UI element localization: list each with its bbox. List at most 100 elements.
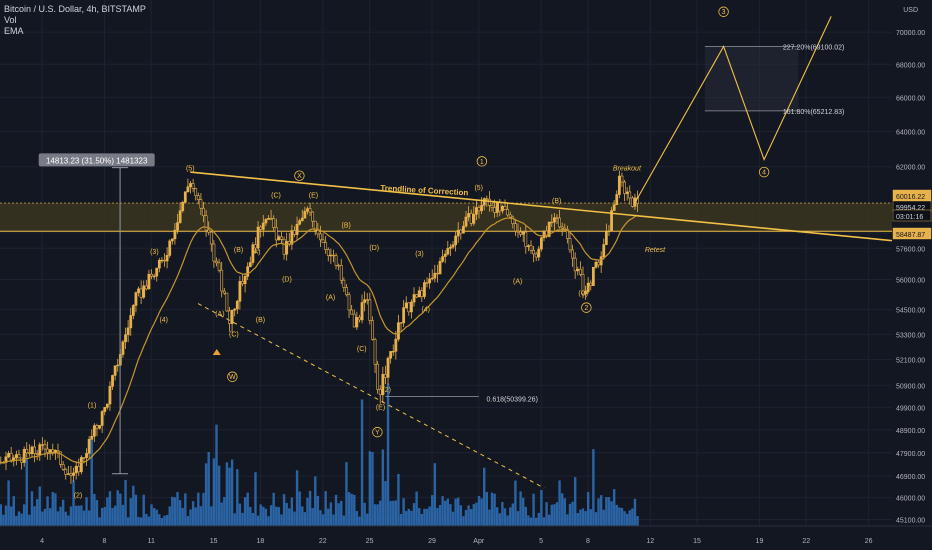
candle-body [617, 175, 621, 195]
volume-bar [371, 451, 374, 526]
vol-indicator-label[interactable]: Vol [4, 15, 17, 25]
candle-body [43, 444, 47, 450]
volume-bar [324, 491, 327, 526]
candle-body [134, 292, 138, 306]
wave-label: (D) [369, 245, 379, 252]
candle-body [475, 207, 478, 215]
candle-body [272, 218, 276, 228]
candle-body [524, 231, 528, 247]
time-axis-tick: Apr [473, 538, 485, 545]
volume-bar [368, 451, 372, 526]
volume-bar [241, 512, 244, 526]
ema-indicator-label[interactable]: EMA [4, 26, 24, 36]
volume-bar [277, 507, 281, 526]
circled-wave-label: 1 [480, 159, 484, 166]
candle-body [212, 243, 216, 262]
candle-body [482, 198, 486, 206]
volume-bar [464, 510, 468, 526]
candle-body [571, 249, 574, 259]
volume-bar [12, 496, 15, 526]
candle-body [506, 209, 509, 216]
candle-body [438, 261, 442, 275]
volume-bar [605, 496, 608, 526]
volume-bar [116, 490, 119, 526]
candle-body [337, 264, 341, 267]
candle-body [207, 229, 211, 233]
volume-bar [563, 498, 566, 526]
candle-body [77, 465, 81, 473]
candle-body [485, 198, 489, 200]
candle-body [586, 282, 590, 292]
candle-body [27, 452, 31, 455]
candle-body [269, 218, 273, 220]
symbol-title[interactable]: Bitcoin / U.S. Dollar, 4h, BITSTAMP [4, 4, 146, 14]
volume-bar [321, 514, 325, 526]
volume-bar [134, 494, 138, 526]
volume-bar [423, 508, 426, 526]
candle-body [480, 204, 484, 212]
volume-bar [485, 491, 489, 526]
volume-bar [176, 491, 179, 526]
volume-bar [386, 383, 390, 526]
candle-body [282, 239, 286, 255]
candle-body [534, 253, 538, 258]
volume-bar [397, 473, 400, 526]
candle-body [358, 317, 361, 321]
candles [0, 170, 639, 484]
candle-body [511, 216, 515, 224]
candle-body [251, 244, 255, 263]
candle-body [256, 226, 260, 249]
candle-body [38, 444, 42, 455]
price-axis-tick: 64000.00 [896, 129, 925, 136]
volume-bar [612, 489, 616, 526]
volume-bar [586, 492, 590, 526]
volume-bar [158, 514, 161, 526]
candle-body [547, 221, 551, 237]
volume-bar [514, 480, 517, 526]
candle-body [14, 454, 18, 459]
volume-bar [236, 469, 239, 526]
candle-body [456, 229, 460, 237]
candle-body [469, 213, 473, 224]
price-axis-tick: 52100.00 [896, 358, 925, 365]
volume-bar [43, 508, 47, 526]
volume-bar [516, 511, 520, 526]
candle-body [436, 272, 439, 275]
volume-bar [628, 510, 631, 526]
volume-bar [353, 494, 356, 526]
volume-bar [280, 514, 283, 526]
volume-bar [142, 494, 145, 526]
candle-body [194, 188, 198, 196]
candle-body [560, 226, 564, 229]
wave-label: (3) [415, 251, 424, 258]
price-axis-tick: 66000.00 [896, 95, 925, 102]
candle-body [103, 407, 107, 412]
volume-bar [501, 501, 504, 526]
price-axis-tick: 49900.00 [896, 405, 925, 412]
candle-body [178, 210, 182, 223]
volume-bar [9, 506, 13, 526]
annotation-label: Retest [645, 247, 666, 254]
candle-body [568, 238, 572, 251]
candle-body [173, 229, 177, 240]
chart-legend: Bitcoin / U.S. Dollar, 4h, BITSTAMP Vol … [4, 4, 146, 37]
volume-bar [173, 497, 177, 526]
volume-bar [165, 514, 169, 526]
volume-bar [329, 502, 333, 526]
candle-body [397, 322, 400, 340]
wave-label: (D) [282, 277, 292, 284]
candle-body [441, 256, 445, 262]
volume-bar [399, 513, 403, 526]
volume-bar [425, 508, 429, 526]
candle-body [591, 266, 595, 286]
candle-body [391, 351, 395, 353]
candle-body [363, 299, 367, 303]
volume-bar [251, 513, 255, 526]
candle-body [116, 364, 120, 367]
wave-label: (C) [578, 290, 588, 297]
trendline-of-correction [190, 171, 893, 242]
candle-body [25, 449, 29, 454]
volume-bar [301, 506, 304, 526]
volume-bar [69, 506, 73, 526]
